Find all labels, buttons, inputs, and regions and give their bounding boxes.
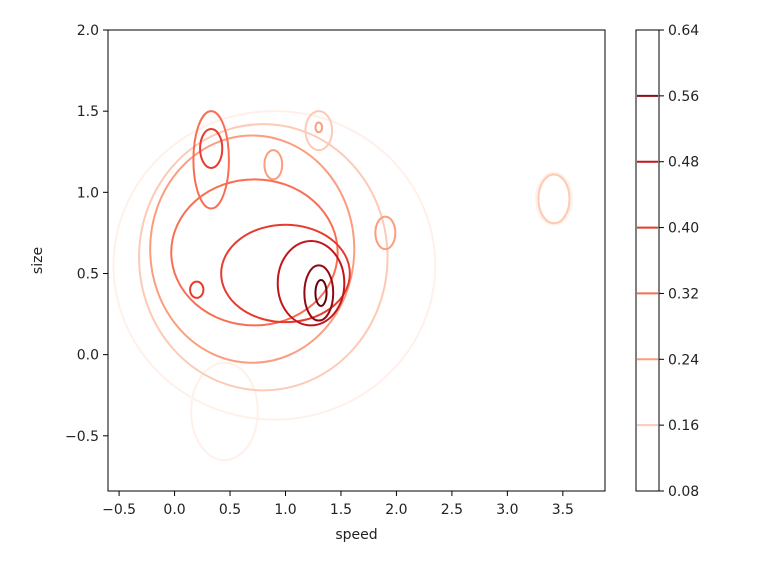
contour-line-0-0	[112, 110, 437, 421]
contour-line-1-2	[304, 110, 334, 152]
contour-line-1-0	[138, 123, 389, 392]
contour-line-2-2	[263, 149, 284, 181]
contour-line-7-0	[314, 278, 328, 307]
contour-line-4-0	[220, 223, 351, 324]
y-tick-label: 1.5	[77, 104, 99, 120]
x-axis-label: speed	[335, 527, 377, 543]
y-tick-label: 0.0	[77, 348, 99, 364]
contour-line-0-1	[190, 361, 259, 462]
colorbar-tick-label: 0.64	[668, 23, 699, 39]
y-tick-label: 2.0	[77, 23, 99, 39]
colorbar-tick-label: 0.40	[668, 221, 699, 237]
x-tick-label: 1.5	[330, 502, 352, 518]
x-tick-label: 0.0	[163, 502, 185, 518]
y-tick-label: −0.5	[65, 429, 99, 445]
contour-line-4-1	[199, 128, 224, 169]
contour-line-2-0	[149, 134, 356, 364]
contour-line-4-2	[189, 280, 205, 299]
y-tick-label: 0.5	[77, 266, 99, 282]
plot-frame	[107, 29, 606, 492]
colorbar-tick-label: 0.56	[668, 89, 699, 105]
colorbar: 0.08 0.16 0.24 0.32 0.40 0.48 0.56 0.64	[635, 23, 699, 500]
contour-line-2-3	[314, 121, 324, 134]
y-axis: −0.5 0.0 0.5 1.0 1.5 2.0	[65, 23, 108, 445]
y-axis-label: size	[30, 247, 46, 274]
x-tick-label: 3.5	[552, 502, 574, 518]
colorbar-tick-label: 0.16	[668, 418, 699, 434]
contour-line-5-0	[276, 240, 346, 327]
contour-line-3-0	[170, 178, 339, 327]
colorbar-frame	[635, 29, 660, 492]
colorbar-tick-label: 0.24	[668, 352, 699, 368]
x-tick-label: 3.0	[496, 502, 518, 518]
colorbar-tick-label: 0.08	[668, 484, 699, 500]
contour-line-0-2	[535, 171, 573, 226]
contour-line-1-1	[537, 173, 571, 225]
contour-line-6-0	[303, 264, 335, 322]
colorbar-tick-label: 0.48	[668, 155, 699, 171]
x-tick-label: 0.5	[219, 502, 241, 518]
colorbar-tick-label: 0.32	[668, 286, 699, 302]
x-tick-label: −0.5	[102, 502, 136, 518]
x-axis: −0.5 0.0 0.5 1.0 1.5 2.0 2.5 3.0 3.5	[102, 491, 574, 518]
x-tick-label: 2.0	[385, 502, 407, 518]
y-tick-label: 1.0	[77, 185, 99, 201]
contour-line-2-1	[374, 215, 397, 251]
x-tick-label: 1.0	[274, 502, 296, 518]
contour-layer	[112, 110, 573, 462]
contour-line-3-1	[192, 110, 230, 210]
x-tick-label: 2.5	[441, 502, 463, 518]
